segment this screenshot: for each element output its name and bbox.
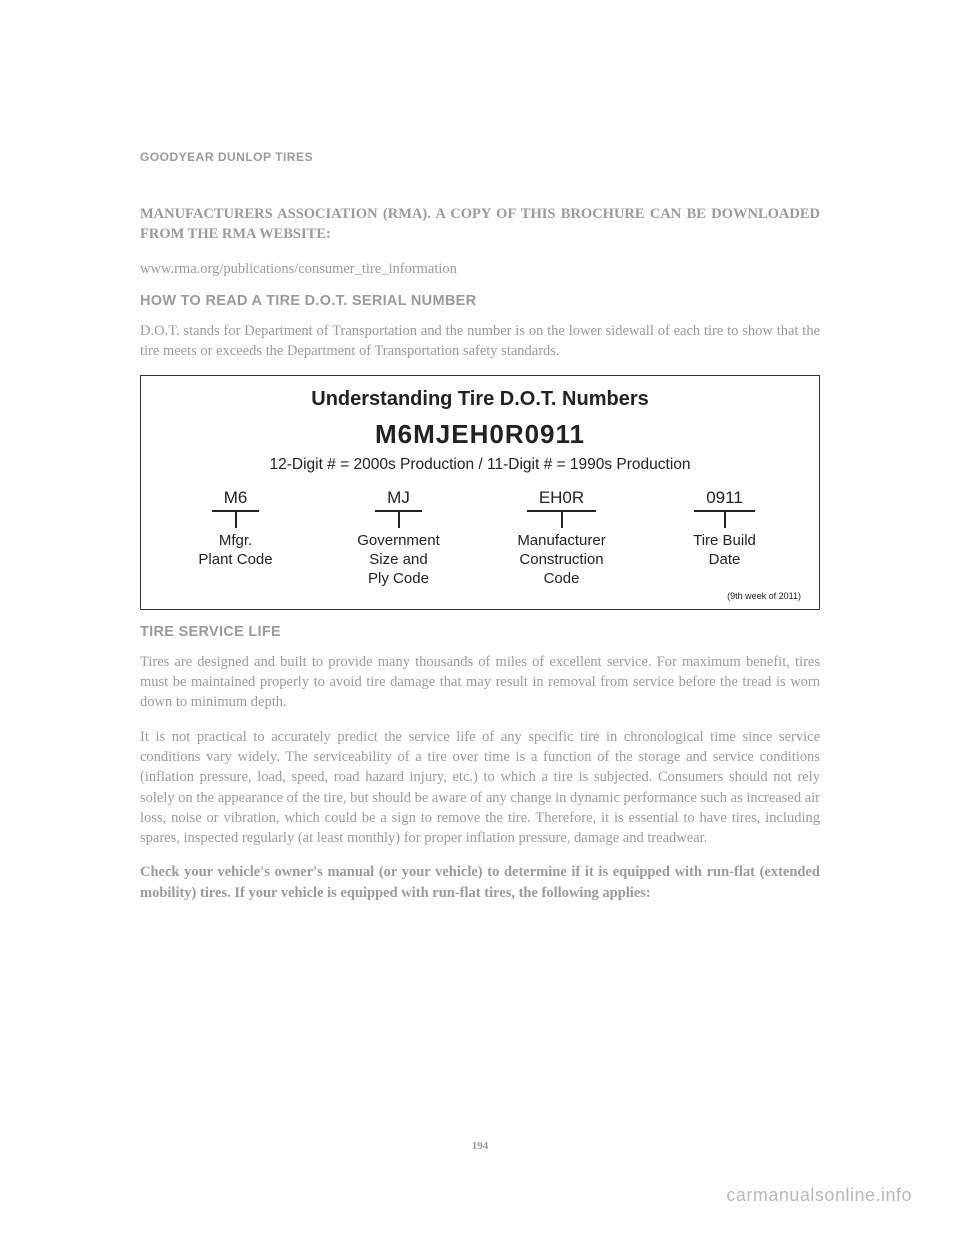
diagram-col-2: EH0R ManufacturerConstructionCode	[485, 488, 638, 588]
diagram-code: M6MJEH0R0911	[159, 419, 801, 450]
watermark: carmanualsonline.info	[726, 1185, 912, 1206]
diagram-footnote: (9th week of 2011)	[159, 591, 801, 601]
connector-line	[561, 512, 563, 528]
connector-line	[724, 512, 726, 528]
para-dot: D.O.T. stands for Department of Transpor…	[140, 321, 820, 362]
para-runflat: Check your vehicle's owner's manual (or …	[140, 862, 820, 903]
heading-dot: HOW TO READ A TIRE D.O.T. SERIAL NUMBER	[140, 293, 820, 309]
para-service-2: It is not practical to accurately predic…	[140, 727, 820, 849]
section-header: GOODYEAR DUNLOP TIRES	[140, 150, 820, 164]
connector-line	[398, 512, 400, 528]
diagram-label-2: ManufacturerConstructionCode	[517, 532, 605, 588]
diagram-col-3: 0911 Tire BuildDate	[648, 488, 801, 570]
heading-service-life: TIRE SERVICE LIFE	[140, 624, 820, 640]
diagram-col-0: M6 Mfgr.Plant Code	[159, 488, 312, 570]
connector-line	[235, 512, 237, 528]
diagram-seg-1: MJ	[375, 488, 422, 512]
page-number: 194	[0, 1140, 960, 1152]
dot-diagram: Understanding Tire D.O.T. Numbers M6MJEH…	[140, 375, 820, 609]
intro-url: www.rma.org/publications/consumer_tire_i…	[140, 259, 820, 279]
diagram-subtitle: 12-Digit # = 2000s Production / 11-Digit…	[159, 456, 801, 474]
diagram-seg-3: 0911	[694, 488, 755, 512]
intro-para-1: MANUFACTURERS ASSOCIATION (RMA). A COPY …	[140, 204, 820, 245]
diagram-seg-2: EH0R	[527, 488, 596, 512]
diagram-label-1: GovernmentSize andPly Code	[357, 532, 440, 588]
diagram-seg-0: M6	[212, 488, 260, 512]
document-page: GOODYEAR DUNLOP TIRES MANUFACTURERS ASSO…	[0, 0, 960, 977]
diagram-title: Understanding Tire D.O.T. Numbers	[159, 388, 801, 411]
diagram-label-3: Tire BuildDate	[693, 532, 756, 570]
diagram-label-0: Mfgr.Plant Code	[198, 532, 272, 570]
diagram-col-1: MJ GovernmentSize andPly Code	[322, 488, 475, 588]
diagram-columns: M6 Mfgr.Plant Code MJ GovernmentSize and…	[159, 488, 801, 588]
para-service-1: Tires are designed and built to provide …	[140, 652, 820, 713]
